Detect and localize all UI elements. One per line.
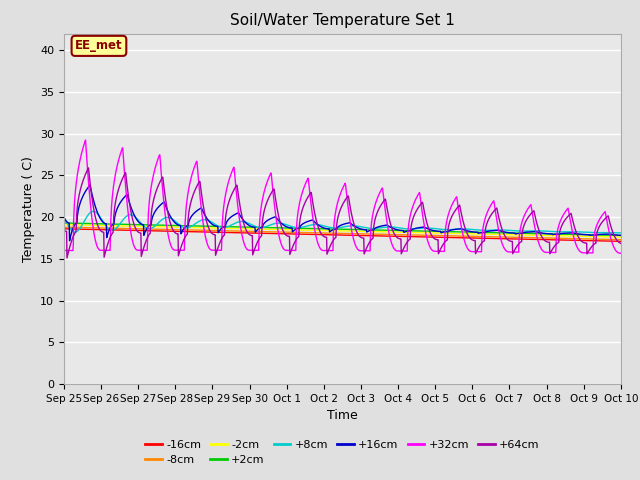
-2cm <box>296 227 304 233</box>
-2cm <box>377 229 385 235</box>
-2cm <box>126 223 134 229</box>
-8cm <box>318 230 326 236</box>
-8cm <box>296 229 304 235</box>
+8cm <box>90 208 97 214</box>
Line: +2cm: +2cm <box>64 223 621 236</box>
+16cm <box>60 215 68 221</box>
+2cm <box>377 227 385 233</box>
+32cm <box>126 226 134 231</box>
+32cm <box>104 247 111 253</box>
-8cm <box>377 231 385 237</box>
+16cm <box>127 203 134 209</box>
Y-axis label: Temperature ( C): Temperature ( C) <box>22 156 35 262</box>
+64cm <box>60 228 68 233</box>
+32cm <box>82 137 90 143</box>
Legend: -16cm, -8cm, -2cm, +2cm, +8cm, +16cm, +32cm, +64cm: -16cm, -8cm, -2cm, +2cm, +8cm, +16cm, +3… <box>141 435 544 469</box>
-2cm <box>60 222 68 228</box>
+64cm <box>104 241 111 247</box>
+16cm <box>319 225 326 230</box>
-8cm <box>60 224 68 230</box>
-16cm <box>126 228 134 233</box>
+8cm <box>318 223 326 228</box>
+8cm <box>297 225 305 230</box>
-16cm <box>103 227 111 233</box>
+32cm <box>617 251 625 256</box>
+2cm <box>126 222 134 228</box>
+64cm <box>84 165 92 171</box>
+16cm <box>104 231 111 237</box>
+16cm <box>617 232 625 238</box>
Line: +64cm: +64cm <box>64 168 621 258</box>
+64cm <box>127 206 134 212</box>
+16cm <box>308 217 316 223</box>
+64cm <box>319 232 326 238</box>
-16cm <box>617 239 625 244</box>
-8cm <box>103 225 111 231</box>
-16cm <box>308 231 316 237</box>
-2cm <box>103 223 111 228</box>
Line: +16cm: +16cm <box>64 185 621 241</box>
X-axis label: Time: Time <box>327 409 358 422</box>
+32cm <box>60 248 68 253</box>
-16cm <box>60 226 68 232</box>
+64cm <box>63 255 71 261</box>
+2cm <box>103 221 111 227</box>
Line: +8cm: +8cm <box>64 211 621 233</box>
+32cm <box>297 195 305 201</box>
+2cm <box>308 226 316 231</box>
-2cm <box>318 228 326 233</box>
-8cm <box>617 237 625 242</box>
+8cm <box>104 225 111 230</box>
Text: EE_met: EE_met <box>75 39 123 52</box>
+2cm <box>296 226 304 231</box>
+8cm <box>308 222 316 228</box>
+64cm <box>308 198 316 204</box>
+2cm <box>60 220 68 226</box>
+8cm <box>60 214 68 219</box>
Line: -8cm: -8cm <box>64 227 621 240</box>
+32cm <box>378 187 385 193</box>
+8cm <box>617 230 625 236</box>
+64cm <box>297 212 305 217</box>
+16cm <box>66 238 74 244</box>
-16cm <box>318 232 326 238</box>
+16cm <box>378 223 385 229</box>
-8cm <box>308 230 316 236</box>
+2cm <box>318 226 326 232</box>
Line: -16cm: -16cm <box>64 229 621 241</box>
+16cm <box>297 223 305 228</box>
Line: -2cm: -2cm <box>64 225 621 237</box>
+32cm <box>308 210 316 216</box>
+64cm <box>617 240 625 246</box>
+8cm <box>378 225 385 230</box>
-16cm <box>377 233 385 239</box>
-2cm <box>308 228 316 233</box>
Line: +32cm: +32cm <box>64 140 621 253</box>
+32cm <box>318 247 326 253</box>
Title: Soil/Water Temperature Set 1: Soil/Water Temperature Set 1 <box>230 13 455 28</box>
+8cm <box>126 212 134 217</box>
-16cm <box>296 231 304 237</box>
-2cm <box>617 234 625 240</box>
+16cm <box>86 182 94 188</box>
+64cm <box>378 201 385 207</box>
-8cm <box>126 226 134 231</box>
+2cm <box>617 233 625 239</box>
